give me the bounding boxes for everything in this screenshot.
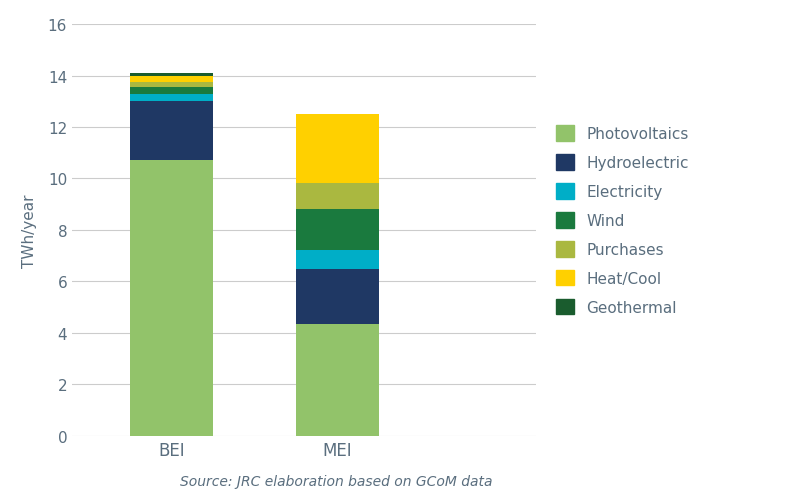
Bar (296, 250, 378, 269)
Bar (130, 77, 213, 83)
Bar (130, 88, 213, 95)
Bar (130, 161, 213, 436)
Bar (296, 209, 378, 250)
Legend: Photovoltaics, Hydroelectric, Electricity, Wind, Purchases, Heat/Cool, Geotherma: Photovoltaics, Hydroelectric, Electricit… (556, 126, 689, 315)
Bar (130, 102, 213, 161)
Bar (296, 115, 378, 184)
Bar (130, 95, 213, 102)
Y-axis label: TWh/year: TWh/year (22, 194, 37, 267)
Bar (296, 324, 378, 436)
Bar (296, 184, 378, 209)
Bar (130, 74, 213, 77)
Bar (296, 269, 378, 324)
Text: Source: JRC elaboration based on GCoM data: Source: JRC elaboration based on GCoM da… (180, 474, 492, 488)
Bar (130, 83, 213, 88)
